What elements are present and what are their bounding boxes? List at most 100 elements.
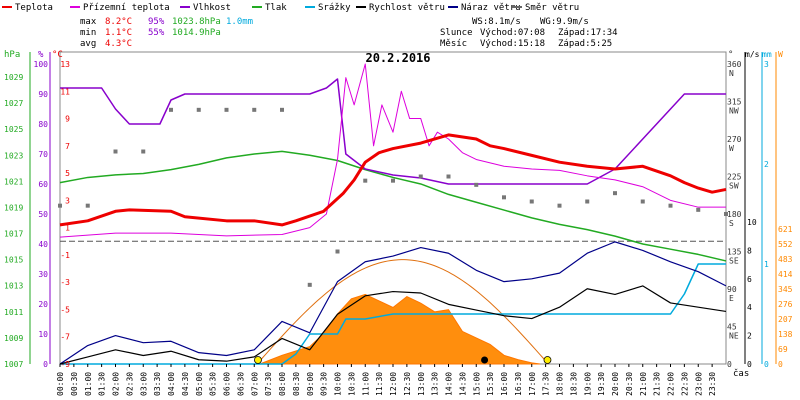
x-tick-label: 04:00 bbox=[167, 372, 176, 396]
x-tick-label: 11:30 bbox=[375, 372, 384, 396]
legend: Teplota Přízemní teplota Vlhkost Tlak Srážky… bbox=[2, 3, 618, 49]
ms-tick-label: 4 bbox=[747, 303, 752, 312]
max-radiation-curve bbox=[256, 259, 549, 365]
x-tick-label: 15:00 bbox=[472, 372, 481, 396]
hum-tick-label: 80 bbox=[38, 120, 48, 129]
dir-unit: ° bbox=[728, 50, 733, 60]
x-tick-label: 02:30 bbox=[125, 372, 134, 396]
dir-tick-label: 90 bbox=[727, 285, 737, 294]
wind-direction-point bbox=[169, 107, 173, 112]
x-tick-label: 03:30 bbox=[153, 372, 162, 396]
wind-direction-point bbox=[85, 203, 90, 208]
wind-direction-point bbox=[640, 199, 645, 204]
hpa-tick-label: 1017 bbox=[4, 230, 23, 239]
wind-direction-point bbox=[696, 207, 701, 212]
x-tick-label: 00:30 bbox=[70, 372, 79, 396]
x-tick-label: 22:00 bbox=[667, 372, 676, 396]
ms-tick-label: 10 bbox=[747, 218, 757, 227]
wind-direction-point bbox=[363, 178, 368, 183]
x-tick-label: 12:00 bbox=[389, 372, 398, 396]
dir-name-label: NW bbox=[729, 107, 739, 116]
ms-tick-label: 6 bbox=[747, 275, 752, 284]
stat-hum: 95% bbox=[148, 17, 165, 27]
x-tick-label: 09:30 bbox=[320, 372, 329, 396]
dir-tick-label: 360 bbox=[727, 60, 742, 69]
hum-tick-label: 60 bbox=[38, 180, 48, 189]
temp-unit: °C bbox=[52, 50, 63, 60]
series-ground-temp bbox=[59, 63, 726, 238]
temp-tick-label: 13 bbox=[60, 60, 70, 69]
axes: hPa% °C1029102710251023102110191017101510… bbox=[4, 50, 793, 396]
hum-tick-label: 70 bbox=[38, 150, 48, 159]
stat-label: max bbox=[80, 17, 97, 27]
x-tick-label: 14:30 bbox=[458, 372, 467, 396]
sunset-marker bbox=[543, 356, 552, 364]
dir-name-label: SW bbox=[729, 182, 739, 191]
dir-tick-label: 315 bbox=[727, 98, 742, 107]
hum-tick-label: 50 bbox=[38, 210, 48, 219]
x-tick-label: 23:30 bbox=[708, 372, 717, 396]
x-tick-label: 22:30 bbox=[680, 372, 689, 396]
stat-temp: 1.1°C bbox=[105, 28, 132, 38]
mm-unit: mm bbox=[762, 50, 772, 59]
dir-name-label: SE bbox=[729, 257, 739, 266]
x-tick-label: 06:30 bbox=[236, 372, 245, 396]
x-tick-label: 19:30 bbox=[597, 372, 606, 396]
wind-direction-point bbox=[58, 203, 62, 208]
hpa-tick-label: 1023 bbox=[4, 151, 23, 160]
x-tick-label: 16:30 bbox=[514, 372, 523, 396]
hpa-tick-label: 1015 bbox=[4, 256, 23, 265]
sunrise-marker bbox=[254, 356, 262, 364]
chart-title: 20.2.2016 bbox=[365, 51, 430, 65]
hpa-tick-label: 1019 bbox=[4, 203, 23, 212]
wind-direction-point bbox=[141, 149, 146, 154]
x-tick-label: 05:30 bbox=[209, 372, 218, 396]
temp-tick-label: -9 bbox=[60, 360, 70, 369]
hum-tick-label: 90 bbox=[38, 90, 48, 99]
temp-tick-label: 9 bbox=[65, 115, 70, 124]
x-tick-label: 18:30 bbox=[569, 372, 578, 396]
x-tick-label: 20:00 bbox=[611, 372, 620, 396]
temp-tick-label: -5 bbox=[60, 305, 70, 314]
x-tick-label: 04:30 bbox=[181, 372, 190, 396]
series-gust bbox=[59, 241, 727, 365]
dir-name-label: S bbox=[729, 219, 734, 228]
w-tick-label: 207 bbox=[778, 315, 793, 324]
series-pressure bbox=[59, 150, 727, 262]
w-unit: W bbox=[778, 50, 783, 59]
legend-label: Přízemní teplota bbox=[83, 3, 170, 13]
wind-speed-info: WS:8.1m/s bbox=[472, 17, 521, 27]
dir-name-label: E bbox=[729, 294, 734, 303]
x-tick-label: 13:30 bbox=[431, 372, 440, 396]
temp-tick-label: -3 bbox=[60, 278, 70, 287]
dir-tick-label: 225 bbox=[727, 173, 742, 182]
ms-tick-label: 0 bbox=[747, 360, 752, 369]
x-tick-label: 01:30 bbox=[98, 372, 107, 396]
x-tick-label: 16:00 bbox=[500, 372, 509, 396]
wind-direction-point bbox=[280, 107, 284, 112]
ms-tick-label: 2 bbox=[747, 332, 752, 341]
hpa-tick-label: 1007 bbox=[4, 360, 23, 369]
hum-tick-label: 30 bbox=[38, 270, 48, 279]
legend-label: Srážky bbox=[318, 3, 351, 13]
dir-name-label: N bbox=[729, 69, 734, 78]
dir-name-label: W bbox=[729, 144, 734, 153]
x-tick-label: 10:30 bbox=[347, 372, 356, 396]
wind-direction-point bbox=[224, 107, 229, 112]
hum-tick-label: 0 bbox=[43, 360, 48, 369]
hpa-unit: hPa bbox=[4, 50, 20, 60]
x-tick-label: 18:00 bbox=[556, 372, 565, 396]
moon-set: Západ:5:25 bbox=[558, 39, 612, 49]
w-tick-label: 414 bbox=[778, 270, 793, 279]
hpa-tick-label: 1027 bbox=[4, 99, 23, 108]
x-tick-label: 23:00 bbox=[694, 372, 703, 396]
hum-tick-label: 20 bbox=[38, 300, 48, 309]
moon-rise: Východ:15:18 bbox=[480, 39, 545, 49]
wind-direction-point bbox=[557, 203, 562, 208]
x-tick-label: 17:30 bbox=[542, 372, 551, 396]
dir-tick-label: 270 bbox=[727, 135, 742, 144]
sun-set: Západ:17:34 bbox=[558, 28, 618, 38]
dir-tick-label: 180 bbox=[727, 210, 742, 219]
dir-name-label: NE bbox=[729, 332, 739, 341]
